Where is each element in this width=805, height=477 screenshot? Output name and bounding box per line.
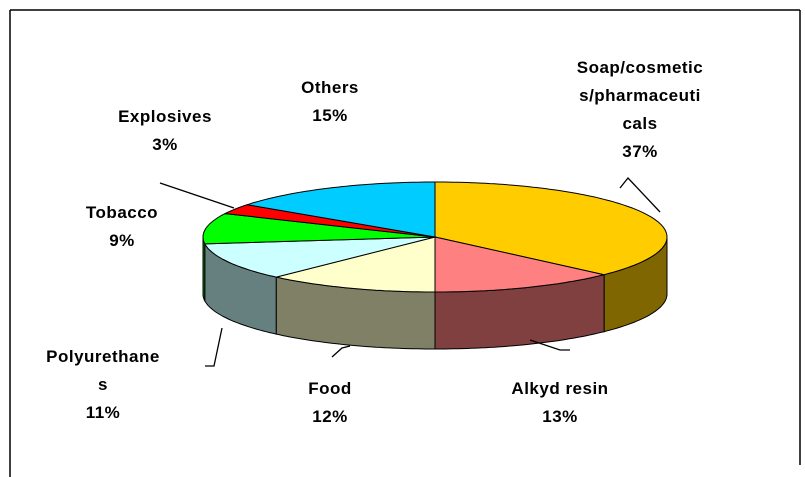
- data-label: Food 12%: [270, 375, 390, 431]
- value-label: 12%: [312, 407, 348, 426]
- value-label: 9%: [109, 231, 135, 250]
- category-label: Alkyd resin: [511, 379, 609, 398]
- value-label: 13%: [542, 407, 578, 426]
- data-label: Polyurethanes 11%: [46, 343, 161, 427]
- value-label: 37%: [622, 142, 658, 161]
- value-label: 11%: [85, 403, 121, 422]
- category-label: Tobacco: [85, 203, 159, 222]
- pie-slice: [434, 181, 668, 276]
- leader-line: [619, 177, 661, 213]
- leader-line: [205, 327, 223, 367]
- pie-slice: [276, 236, 436, 293]
- leader-lines: [159, 177, 661, 367]
- data-label: Alkyd resin 13%: [480, 375, 640, 431]
- data-label: Tobacco 9%: [62, 199, 182, 255]
- category-label: Food: [308, 379, 352, 398]
- value-label: 15%: [312, 106, 348, 125]
- category-label: Others: [301, 78, 359, 97]
- category-label: Explosives: [118, 107, 212, 126]
- data-label: Explosives 3%: [95, 103, 235, 159]
- leader-line: [331, 345, 351, 358]
- pie-side: [202, 237, 206, 302]
- pie-slice: [434, 236, 605, 293]
- pie: [202, 181, 668, 350]
- leader-line: [529, 339, 570, 351]
- category-label: Soap/cosmetics/pharmaceuticals: [576, 58, 704, 133]
- data-label: Soap/cosmetics/pharmaceuticals 37%: [575, 54, 705, 166]
- pie-slice: [203, 236, 436, 278]
- pie-slice: [223, 204, 436, 238]
- data-label: Others 15%: [270, 74, 390, 130]
- pie-slice: [247, 181, 436, 238]
- leader-line: [159, 182, 235, 209]
- pie-slice: [202, 213, 436, 245]
- value-label: 3%: [152, 135, 178, 154]
- category-label: Polyurethanes: [46, 347, 160, 394]
